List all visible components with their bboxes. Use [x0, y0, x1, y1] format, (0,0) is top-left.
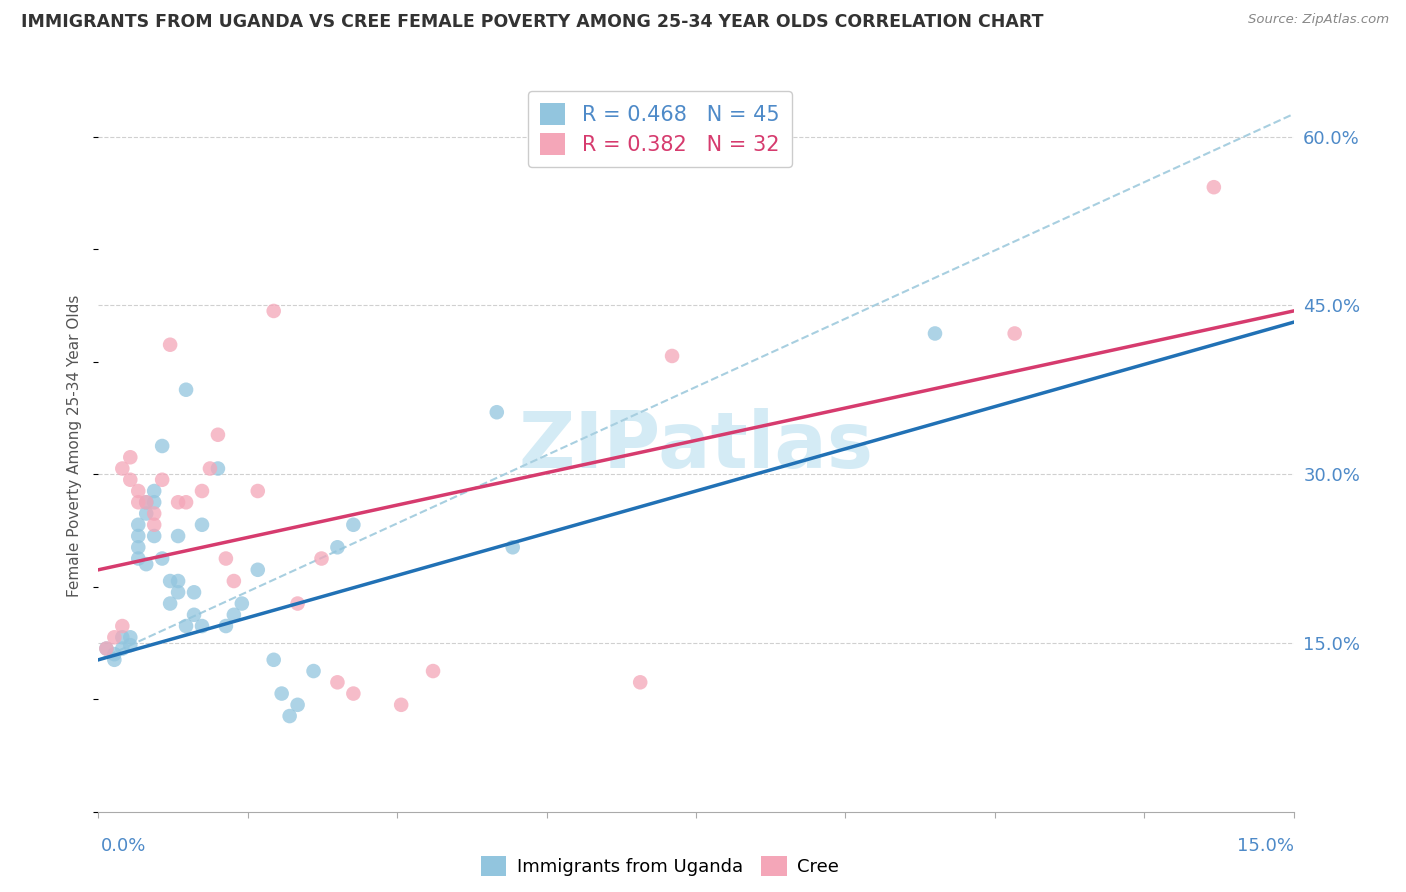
Point — [628, 675, 651, 690]
Point — [167, 574, 190, 588]
Point — [103, 653, 125, 667]
Text: 15.0%: 15.0% — [1236, 837, 1294, 855]
Point — [174, 383, 197, 397]
Point — [167, 585, 190, 599]
Point — [96, 641, 118, 656]
Point — [661, 349, 683, 363]
Point — [342, 517, 364, 532]
Point — [135, 495, 157, 509]
Point — [278, 709, 301, 723]
Point — [103, 647, 125, 661]
Point — [287, 698, 309, 712]
Point — [127, 529, 149, 543]
Point — [120, 473, 142, 487]
Point — [111, 641, 134, 656]
Text: ZIPatlas: ZIPatlas — [519, 408, 873, 484]
Point — [215, 619, 238, 633]
Point — [120, 638, 142, 652]
Point — [502, 541, 524, 555]
Point — [143, 495, 166, 509]
Point — [191, 483, 214, 498]
Point — [231, 597, 253, 611]
Point — [263, 304, 285, 318]
Point — [96, 641, 118, 656]
Point — [215, 551, 238, 566]
Point — [135, 495, 157, 509]
Point — [246, 483, 269, 498]
Point — [924, 326, 946, 341]
Point — [1004, 326, 1026, 341]
Point — [135, 507, 157, 521]
Point — [150, 439, 173, 453]
Point — [143, 517, 166, 532]
Point — [389, 698, 412, 712]
Point — [246, 563, 269, 577]
Point — [207, 461, 229, 475]
Text: IMMIGRANTS FROM UGANDA VS CREE FEMALE POVERTY AMONG 25-34 YEAR OLDS CORRELATION : IMMIGRANTS FROM UGANDA VS CREE FEMALE PO… — [21, 13, 1043, 31]
Point — [167, 495, 190, 509]
Point — [287, 597, 309, 611]
Point — [183, 607, 205, 622]
Point — [174, 619, 197, 633]
Point — [422, 664, 444, 678]
Point — [150, 473, 173, 487]
Point — [167, 529, 190, 543]
Point — [143, 529, 166, 543]
Point — [103, 630, 125, 644]
Point — [111, 619, 134, 633]
Text: 0.0%: 0.0% — [101, 837, 146, 855]
Point — [1202, 180, 1225, 194]
Point — [263, 653, 285, 667]
Point — [127, 483, 149, 498]
Point — [485, 405, 508, 419]
Point — [222, 574, 245, 588]
Point — [127, 551, 149, 566]
Point — [127, 495, 149, 509]
Point — [302, 664, 325, 678]
Point — [135, 557, 157, 571]
Point — [198, 461, 221, 475]
Point — [326, 675, 349, 690]
Point — [111, 630, 134, 644]
Point — [159, 597, 181, 611]
Point — [222, 607, 245, 622]
Point — [191, 619, 214, 633]
Y-axis label: Female Poverty Among 25-34 Year Olds: Female Poverty Among 25-34 Year Olds — [67, 295, 83, 597]
Point — [183, 585, 205, 599]
Point — [127, 517, 149, 532]
Point — [207, 427, 229, 442]
Point — [159, 574, 181, 588]
Point — [191, 517, 214, 532]
Point — [150, 551, 173, 566]
Point — [326, 541, 349, 555]
Legend: Immigrants from Uganda, Cree: Immigrants from Uganda, Cree — [474, 849, 846, 883]
Point — [143, 507, 166, 521]
Point — [311, 551, 333, 566]
Point — [174, 495, 197, 509]
Point — [120, 450, 142, 465]
Point — [270, 687, 292, 701]
Point — [342, 687, 364, 701]
Point — [143, 483, 166, 498]
Point — [120, 630, 142, 644]
Point — [127, 541, 149, 555]
Text: Source: ZipAtlas.com: Source: ZipAtlas.com — [1249, 13, 1389, 27]
Point — [159, 337, 181, 351]
Point — [111, 461, 134, 475]
